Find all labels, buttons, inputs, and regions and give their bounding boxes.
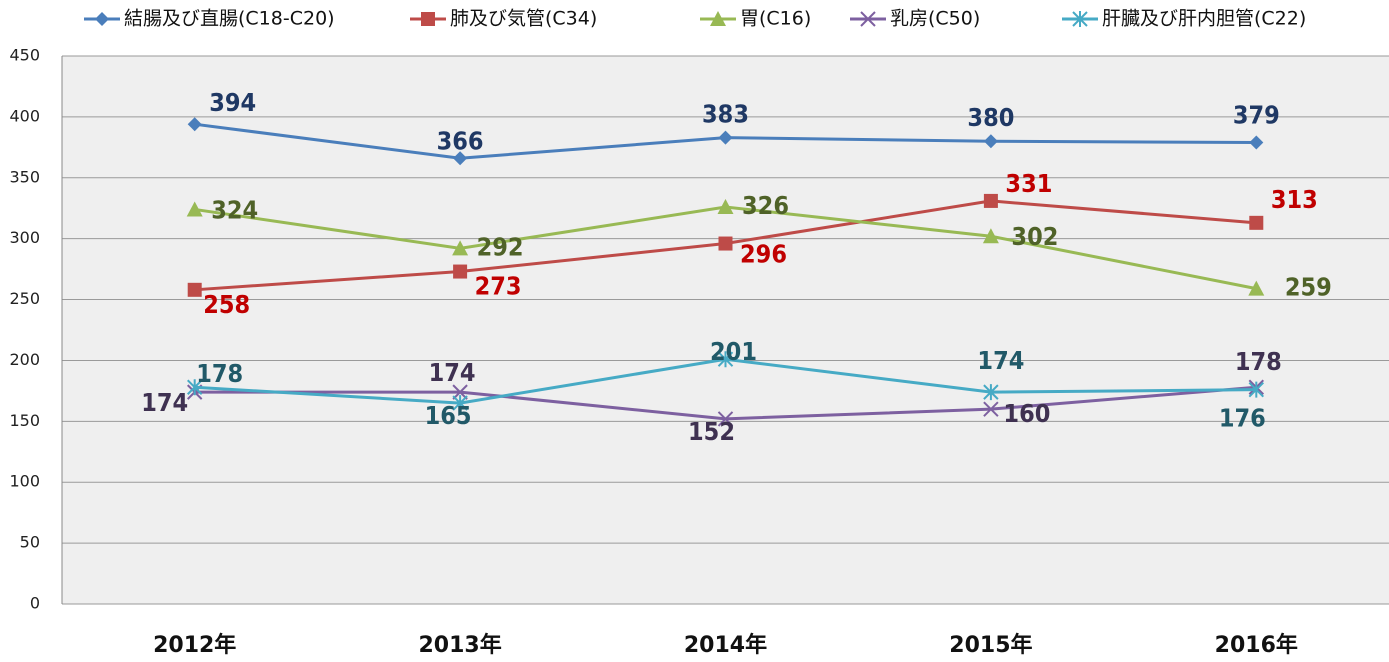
data-label: 394	[209, 88, 256, 117]
plot-area	[62, 56, 1389, 604]
marker	[1248, 280, 1265, 296]
marker	[717, 351, 734, 368]
marker	[453, 151, 468, 166]
marker	[453, 264, 468, 279]
marker	[421, 12, 435, 26]
data-label: 292	[477, 232, 524, 261]
y-tick-label: 450	[9, 46, 40, 65]
legend-label: 乳房(C50)	[890, 8, 980, 30]
y-tick-label: 0	[30, 594, 40, 613]
marker	[982, 228, 999, 244]
x-tick-label: 2016年	[1215, 632, 1298, 658]
marker	[718, 130, 733, 145]
data-label: 165	[425, 401, 472, 430]
data-label: 379	[1233, 100, 1280, 129]
data-label: 296	[740, 240, 787, 269]
data-label: 326	[742, 191, 789, 220]
data-label: 152	[688, 417, 735, 446]
series	[186, 199, 1265, 296]
data-label: 380	[967, 103, 1014, 132]
marker	[1249, 215, 1264, 230]
data-label: 174	[977, 346, 1024, 375]
data-label: 160	[1003, 399, 1050, 428]
marker	[187, 282, 202, 297]
legend-label: 肝臓及び肝内胆管(C22)	[1102, 8, 1306, 30]
marker	[1249, 135, 1264, 150]
series	[187, 193, 1264, 297]
marker	[717, 199, 734, 215]
data-label: 176	[1219, 404, 1266, 433]
marker	[186, 379, 203, 396]
marker	[710, 11, 726, 26]
y-tick-label: 200	[9, 350, 40, 369]
marker	[983, 401, 999, 417]
marker	[983, 134, 998, 149]
legend-label: 胃(C16)	[740, 8, 811, 30]
marker	[717, 411, 734, 427]
data-label: 302	[1011, 222, 1058, 251]
data-label: 258	[203, 290, 250, 319]
marker	[983, 193, 998, 208]
marker	[1072, 11, 1088, 27]
legend-label: 肺及び気管(C34)	[450, 8, 597, 30]
marker	[95, 12, 109, 26]
y-tick-label: 50	[20, 533, 40, 552]
y-tick-label: 350	[9, 167, 40, 186]
x-tick-label: 2014年	[684, 632, 767, 658]
data-label: 366	[437, 126, 484, 155]
data-label: 201	[710, 337, 757, 366]
marker	[718, 236, 733, 251]
marker	[452, 395, 468, 412]
y-tick-label: 250	[9, 289, 40, 308]
marker	[186, 201, 203, 217]
data-label: 331	[1005, 169, 1052, 198]
y-tick-label: 300	[9, 228, 40, 247]
x-tick-label: 2015年	[949, 632, 1032, 658]
x-tick-label: 2013年	[418, 632, 501, 658]
data-label: 174	[429, 358, 476, 387]
data-label: 259	[1285, 273, 1332, 302]
y-tick-label: 100	[9, 472, 40, 491]
marker	[860, 11, 876, 27]
x-tick-label: 2012年	[153, 632, 236, 658]
y-tick-label: 150	[9, 411, 40, 430]
legend-label: 結腸及び直腸(C18-C20)	[124, 8, 335, 30]
y-tick-label: 400	[9, 106, 40, 125]
series	[187, 117, 1264, 166]
marker	[452, 384, 468, 400]
data-label: 174	[141, 388, 188, 417]
marker	[452, 240, 469, 256]
data-label: 178	[1235, 347, 1282, 376]
data-label: 383	[702, 100, 749, 129]
data-label: 324	[211, 195, 258, 224]
marker	[983, 384, 999, 401]
data-label: 313	[1271, 185, 1318, 214]
data-label: 273	[475, 272, 522, 301]
data-label: 178	[196, 359, 243, 388]
marker	[187, 117, 202, 132]
marker	[1248, 381, 1265, 398]
series	[186, 351, 1265, 412]
